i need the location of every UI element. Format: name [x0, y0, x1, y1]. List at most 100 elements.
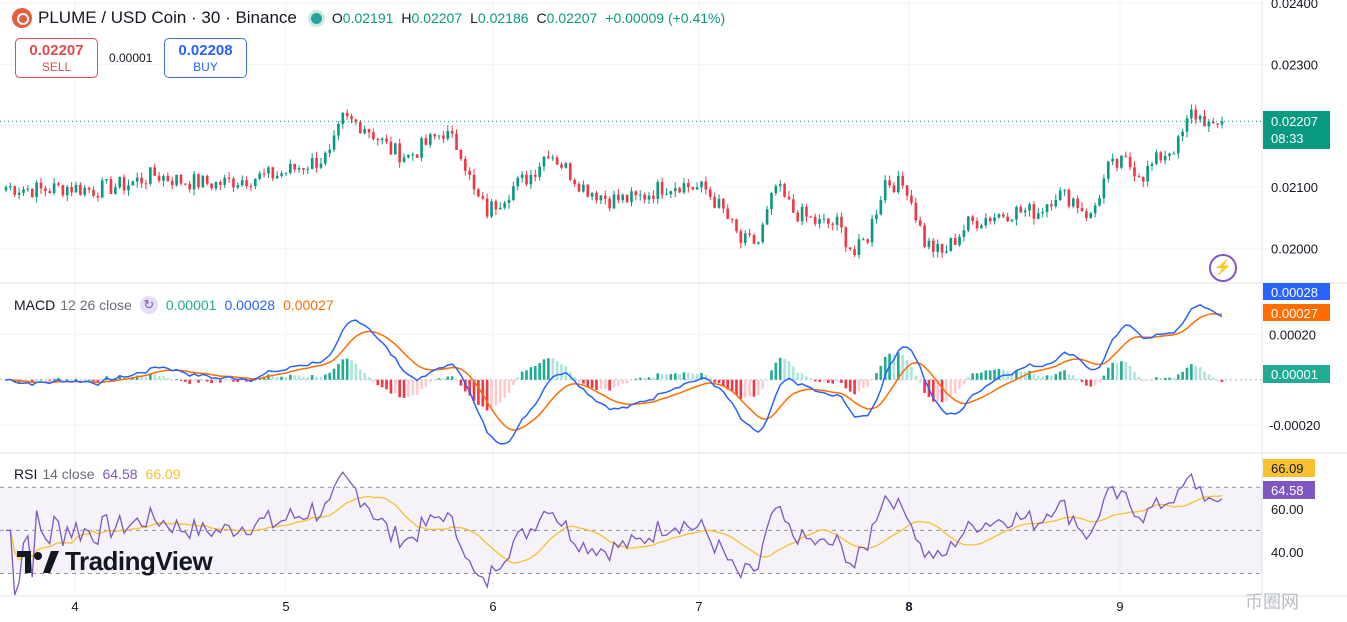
macd-histogram-bar — [472, 379, 476, 401]
macd-histogram-bar — [87, 379, 91, 381]
macd-histogram-bar — [240, 379, 244, 381]
candle — [428, 132, 432, 148]
candle-body — [350, 116, 353, 120]
candle-body — [993, 217, 996, 222]
candle-body — [48, 191, 52, 193]
candle — [857, 233, 861, 259]
candle — [516, 175, 520, 191]
candle-body — [743, 233, 747, 243]
candle — [188, 180, 192, 193]
macd-histogram-bar — [1106, 367, 1110, 380]
price-tick-label: 0.02100 — [1271, 180, 1318, 195]
candle — [586, 184, 590, 198]
macd-histogram-bar — [796, 372, 800, 380]
chart-header: PLUME / USD Coin · 30 · Binance O0.02191… — [12, 7, 725, 29]
candle-body — [660, 182, 664, 195]
candle — [822, 213, 826, 224]
candle-body — [249, 186, 253, 188]
macd-histogram-bar — [389, 379, 393, 394]
symbol-title[interactable]: PLUME / USD Coin · 30 · Binance — [38, 8, 297, 27]
candle — [337, 121, 340, 141]
macd-histogram-bar — [179, 379, 183, 381]
candle-body — [673, 188, 677, 192]
sell-button[interactable]: 0.02207 SELL — [15, 38, 98, 78]
candle — [127, 179, 130, 196]
candle — [1185, 114, 1189, 138]
macd-hist-value: 0.00001 — [165, 297, 217, 313]
candle — [883, 175, 887, 204]
time-tick-label: 7 — [695, 599, 702, 614]
buy-button[interactable]: 0.02208 BUY — [164, 38, 247, 78]
candle — [446, 125, 450, 141]
rsi-line — [6, 471, 1223, 596]
candle — [249, 183, 253, 192]
macd-histogram-bar — [323, 374, 327, 380]
candle — [9, 182, 12, 191]
macd-histogram-bar — [450, 376, 454, 380]
macd-histogram-bar — [297, 375, 301, 380]
macd-histogram-bar — [757, 379, 760, 396]
reload-icon[interactable]: ↻ — [139, 296, 158, 314]
macd-histogram-bar — [910, 366, 913, 380]
macd-histogram-bar — [48, 379, 52, 381]
candle-body — [100, 180, 104, 198]
candle-body — [617, 194, 620, 201]
macd-histogram-bar — [1067, 374, 1071, 380]
macd-histogram-bar — [345, 358, 349, 380]
macd-histogram-bar — [39, 379, 43, 381]
candle-body — [971, 216, 974, 221]
rsi-pane — [0, 471, 1262, 596]
candle — [109, 176, 113, 194]
candle-body — [1076, 198, 1079, 208]
candle — [547, 150, 550, 159]
macd-histogram-bar — [1071, 375, 1075, 380]
candle — [463, 155, 467, 176]
macd-histogram-bar — [547, 358, 550, 380]
candle — [656, 179, 660, 205]
candle-body — [35, 182, 38, 198]
candle-body — [245, 180, 248, 187]
candle — [507, 194, 511, 209]
candle — [1089, 211, 1093, 219]
candle — [131, 180, 135, 186]
price-change: +0.00009 (+0.41%) — [605, 10, 726, 26]
candle-body — [612, 194, 616, 209]
macd-histogram-bar — [813, 379, 817, 382]
candle — [792, 194, 795, 214]
macd-histogram-bar — [774, 362, 778, 380]
candle — [372, 128, 375, 141]
candle-body — [332, 135, 336, 150]
signal-price-tag: 0.00027 — [1263, 304, 1330, 321]
lightning-icon[interactable]: ⚡ — [1209, 254, 1237, 282]
candle-body — [862, 239, 865, 241]
rsi-legend[interactable]: RSI 14 close 64.58 66.09 — [14, 466, 181, 482]
macd-histogram-bar — [210, 379, 213, 384]
macd-histogram-bar — [1128, 365, 1132, 380]
macd-histogram-bar — [446, 376, 450, 380]
candle — [787, 190, 791, 200]
candle-body — [79, 184, 82, 195]
candle-body — [897, 176, 900, 193]
macd-histogram-bar — [83, 379, 87, 381]
macd-histogram-bar — [1216, 379, 1219, 381]
macd-histogram-bar — [358, 369, 362, 380]
candle — [682, 178, 686, 195]
candle — [966, 215, 970, 233]
candle-body — [127, 185, 130, 191]
candle — [494, 199, 498, 216]
candle — [96, 192, 100, 202]
time-tick-label: 4 — [71, 599, 78, 614]
candle — [590, 192, 594, 201]
candle — [498, 201, 502, 210]
candle-body — [945, 251, 948, 253]
candle-body — [87, 187, 91, 190]
candle-body — [118, 177, 122, 188]
macd-legend[interactable]: MACD 12 26 close ↻ 0.00001 0.00028 0.000… — [14, 296, 334, 314]
candle — [1006, 212, 1009, 223]
candle-body — [857, 239, 861, 256]
candle — [914, 197, 918, 223]
macd-histogram-bar — [1150, 379, 1154, 381]
candle — [809, 215, 813, 219]
candle-body — [310, 157, 314, 169]
